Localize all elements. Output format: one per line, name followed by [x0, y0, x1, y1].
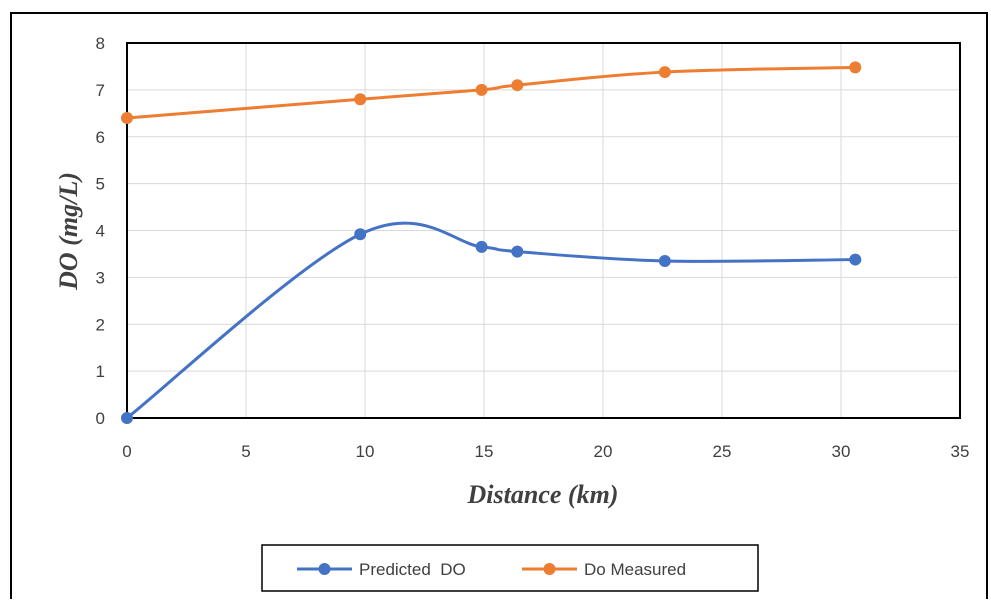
x-tick-label: 15	[475, 442, 494, 461]
data-point	[849, 253, 862, 266]
x-tick-label: 35	[951, 442, 970, 461]
legend-entry: Predicted DO	[297, 560, 466, 579]
x-tick-label: 0	[122, 442, 131, 461]
y-tick-label: 7	[96, 81, 105, 100]
y-tick-label: 6	[96, 128, 105, 147]
y-tick-label: 0	[96, 409, 105, 428]
data-point	[658, 254, 671, 267]
legend: Predicted DO Do Measured	[261, 544, 759, 592]
data-point	[475, 240, 488, 253]
legend-label: Predicted DO	[359, 560, 466, 579]
data-point	[475, 83, 488, 96]
series-0	[121, 221, 862, 424]
data-point	[354, 93, 367, 106]
x-tick-label: 30	[832, 442, 851, 461]
plot-area-border	[126, 42, 961, 419]
x-tick-label: 10	[356, 442, 375, 461]
x-tick-label: 25	[713, 442, 732, 461]
x-tick-label: 5	[241, 442, 250, 461]
data-point	[511, 79, 524, 92]
data-point	[354, 228, 367, 241]
series-line	[126, 65, 856, 120]
y-axis-tick-labels: 0 1 2 3 4 5 6 7 8	[96, 34, 105, 428]
chart-frame	[10, 12, 988, 599]
y-tick-label: 5	[96, 175, 105, 194]
series-layer	[121, 61, 862, 424]
y-tick-label: 4	[96, 222, 105, 241]
legend-entry: Do Measured	[522, 560, 686, 579]
data-point	[849, 61, 862, 74]
y-tick-label: 3	[96, 268, 105, 287]
legend-label: Do Measured	[584, 560, 686, 579]
x-axis-title: Distance (km)	[467, 480, 619, 509]
gridlines	[126, 42, 961, 419]
y-axis-title: DO (mg/L)	[54, 172, 83, 291]
data-point	[121, 112, 133, 124]
series-line	[126, 221, 856, 420]
x-tick-label: 20	[594, 442, 613, 461]
y-tick-label: 2	[96, 315, 105, 334]
data-point	[121, 412, 133, 424]
data-point	[658, 66, 671, 79]
y-tick-label: 8	[96, 34, 105, 53]
data-point	[511, 245, 524, 258]
y-tick-label: 1	[96, 362, 105, 381]
series-1	[121, 61, 862, 124]
x-axis-tick-labels: 0 5 10 15 20 25 30 35	[122, 442, 969, 461]
legend-swatch-marker	[543, 563, 556, 575]
legend-swatch-marker	[318, 563, 331, 575]
